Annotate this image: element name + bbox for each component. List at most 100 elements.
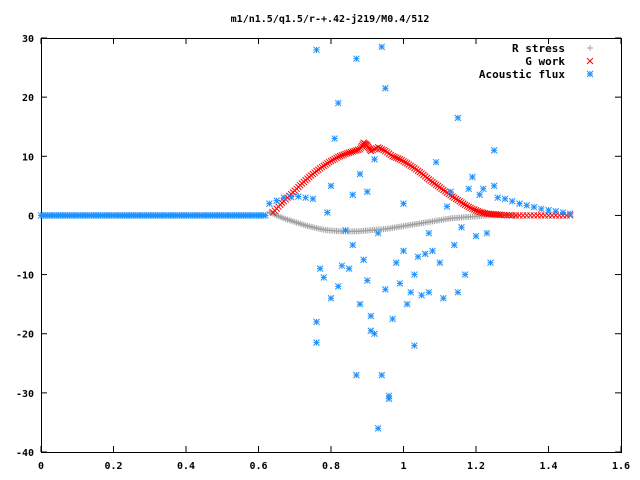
x-tick-label: 0.2 bbox=[104, 461, 122, 472]
data-point bbox=[295, 193, 302, 200]
data-point bbox=[454, 288, 462, 296]
data-point bbox=[331, 135, 338, 142]
data-point bbox=[349, 241, 357, 249]
data-point bbox=[407, 288, 415, 296]
plot-frame bbox=[41, 38, 622, 453]
x-tick-label: 0.6 bbox=[249, 461, 267, 472]
data-point bbox=[537, 205, 545, 213]
data-point bbox=[559, 209, 567, 216]
y-tick-label: -10 bbox=[16, 271, 34, 282]
data-point bbox=[387, 225, 394, 232]
data-point bbox=[345, 265, 353, 273]
data-point bbox=[266, 200, 273, 207]
data-point bbox=[351, 147, 358, 155]
data-point bbox=[472, 207, 480, 214]
data-point bbox=[329, 156, 337, 164]
data-marks bbox=[37, 43, 574, 432]
data-point bbox=[506, 211, 513, 219]
data-point bbox=[476, 191, 483, 199]
data-point bbox=[479, 185, 487, 193]
y-tick-label: -20 bbox=[16, 330, 34, 341]
x-tick-label: 0.8 bbox=[322, 461, 340, 472]
data-point bbox=[327, 182, 335, 190]
data-point bbox=[421, 250, 429, 258]
data-point bbox=[378, 43, 386, 51]
data-point bbox=[487, 210, 494, 218]
data-point bbox=[382, 84, 389, 92]
data-point bbox=[302, 194, 309, 202]
data-point bbox=[566, 210, 574, 218]
x-tick-label: 1.2 bbox=[467, 461, 485, 472]
data-point bbox=[349, 191, 357, 199]
data-point bbox=[392, 259, 400, 267]
data-point bbox=[424, 219, 431, 226]
y-tick-label: 30 bbox=[22, 34, 34, 45]
data-point bbox=[376, 144, 384, 152]
data-point bbox=[430, 179, 438, 187]
data-point bbox=[429, 247, 436, 255]
data-point bbox=[280, 194, 288, 202]
data-point bbox=[374, 424, 382, 432]
data-point bbox=[340, 151, 348, 159]
y-tick-label: 20 bbox=[22, 93, 34, 104]
data-point bbox=[342, 226, 349, 234]
data-point bbox=[308, 223, 315, 230]
data-point bbox=[333, 154, 340, 162]
data-point bbox=[367, 312, 375, 320]
data-point bbox=[336, 152, 344, 160]
data-point bbox=[469, 205, 476, 213]
data-point bbox=[530, 203, 538, 211]
legend-label: Acoustic flux bbox=[479, 68, 565, 81]
data-point bbox=[371, 145, 378, 153]
data-point bbox=[423, 174, 431, 182]
data-point bbox=[403, 300, 411, 308]
x-tick-label: 0.4 bbox=[177, 461, 195, 472]
data-point bbox=[465, 185, 473, 193]
axis-ticks: 0 0.2 0.4 0.6 0.8 1 1.2 1.4 1.6 30 20 10 0 -10 -20 -30 -… bbox=[16, 34, 630, 472]
data-point bbox=[474, 207, 482, 215]
data-point bbox=[414, 253, 422, 261]
data-point bbox=[353, 147, 360, 154]
y-tick-label: 10 bbox=[22, 152, 34, 163]
data-point bbox=[324, 209, 331, 216]
data-point bbox=[311, 169, 319, 176]
data-point bbox=[490, 147, 498, 154]
data-point bbox=[545, 206, 552, 214]
legend-marker bbox=[587, 45, 593, 51]
data-point bbox=[503, 211, 511, 219]
data-point bbox=[347, 148, 355, 156]
data-point bbox=[313, 46, 320, 54]
data-point bbox=[287, 193, 295, 201]
data-point bbox=[396, 155, 404, 163]
data-point bbox=[438, 185, 445, 193]
data-point bbox=[479, 209, 487, 217]
data-point bbox=[391, 153, 398, 161]
data-point bbox=[450, 241, 458, 249]
data-point bbox=[459, 200, 467, 207]
data-point bbox=[262, 212, 269, 219]
data-point bbox=[389, 315, 396, 323]
data-point bbox=[440, 294, 447, 302]
data-point bbox=[483, 229, 491, 237]
data-point bbox=[345, 149, 353, 157]
data-point bbox=[431, 218, 438, 225]
data-point bbox=[316, 265, 324, 273]
data-point bbox=[318, 163, 326, 171]
data-point bbox=[349, 148, 357, 155]
data-point bbox=[380, 146, 387, 154]
data-point bbox=[387, 151, 395, 159]
data-point bbox=[315, 225, 322, 232]
data-point bbox=[443, 203, 451, 210]
data-point bbox=[458, 223, 465, 231]
data-point bbox=[353, 55, 360, 63]
data-point bbox=[400, 200, 407, 207]
data-point bbox=[490, 182, 498, 190]
data-point bbox=[470, 206, 478, 214]
data-point bbox=[452, 195, 460, 203]
data-point bbox=[432, 158, 440, 166]
data-point bbox=[343, 149, 351, 157]
data-point bbox=[385, 395, 393, 403]
x-tick-label: 1.4 bbox=[539, 461, 557, 472]
data-point bbox=[378, 371, 386, 379]
